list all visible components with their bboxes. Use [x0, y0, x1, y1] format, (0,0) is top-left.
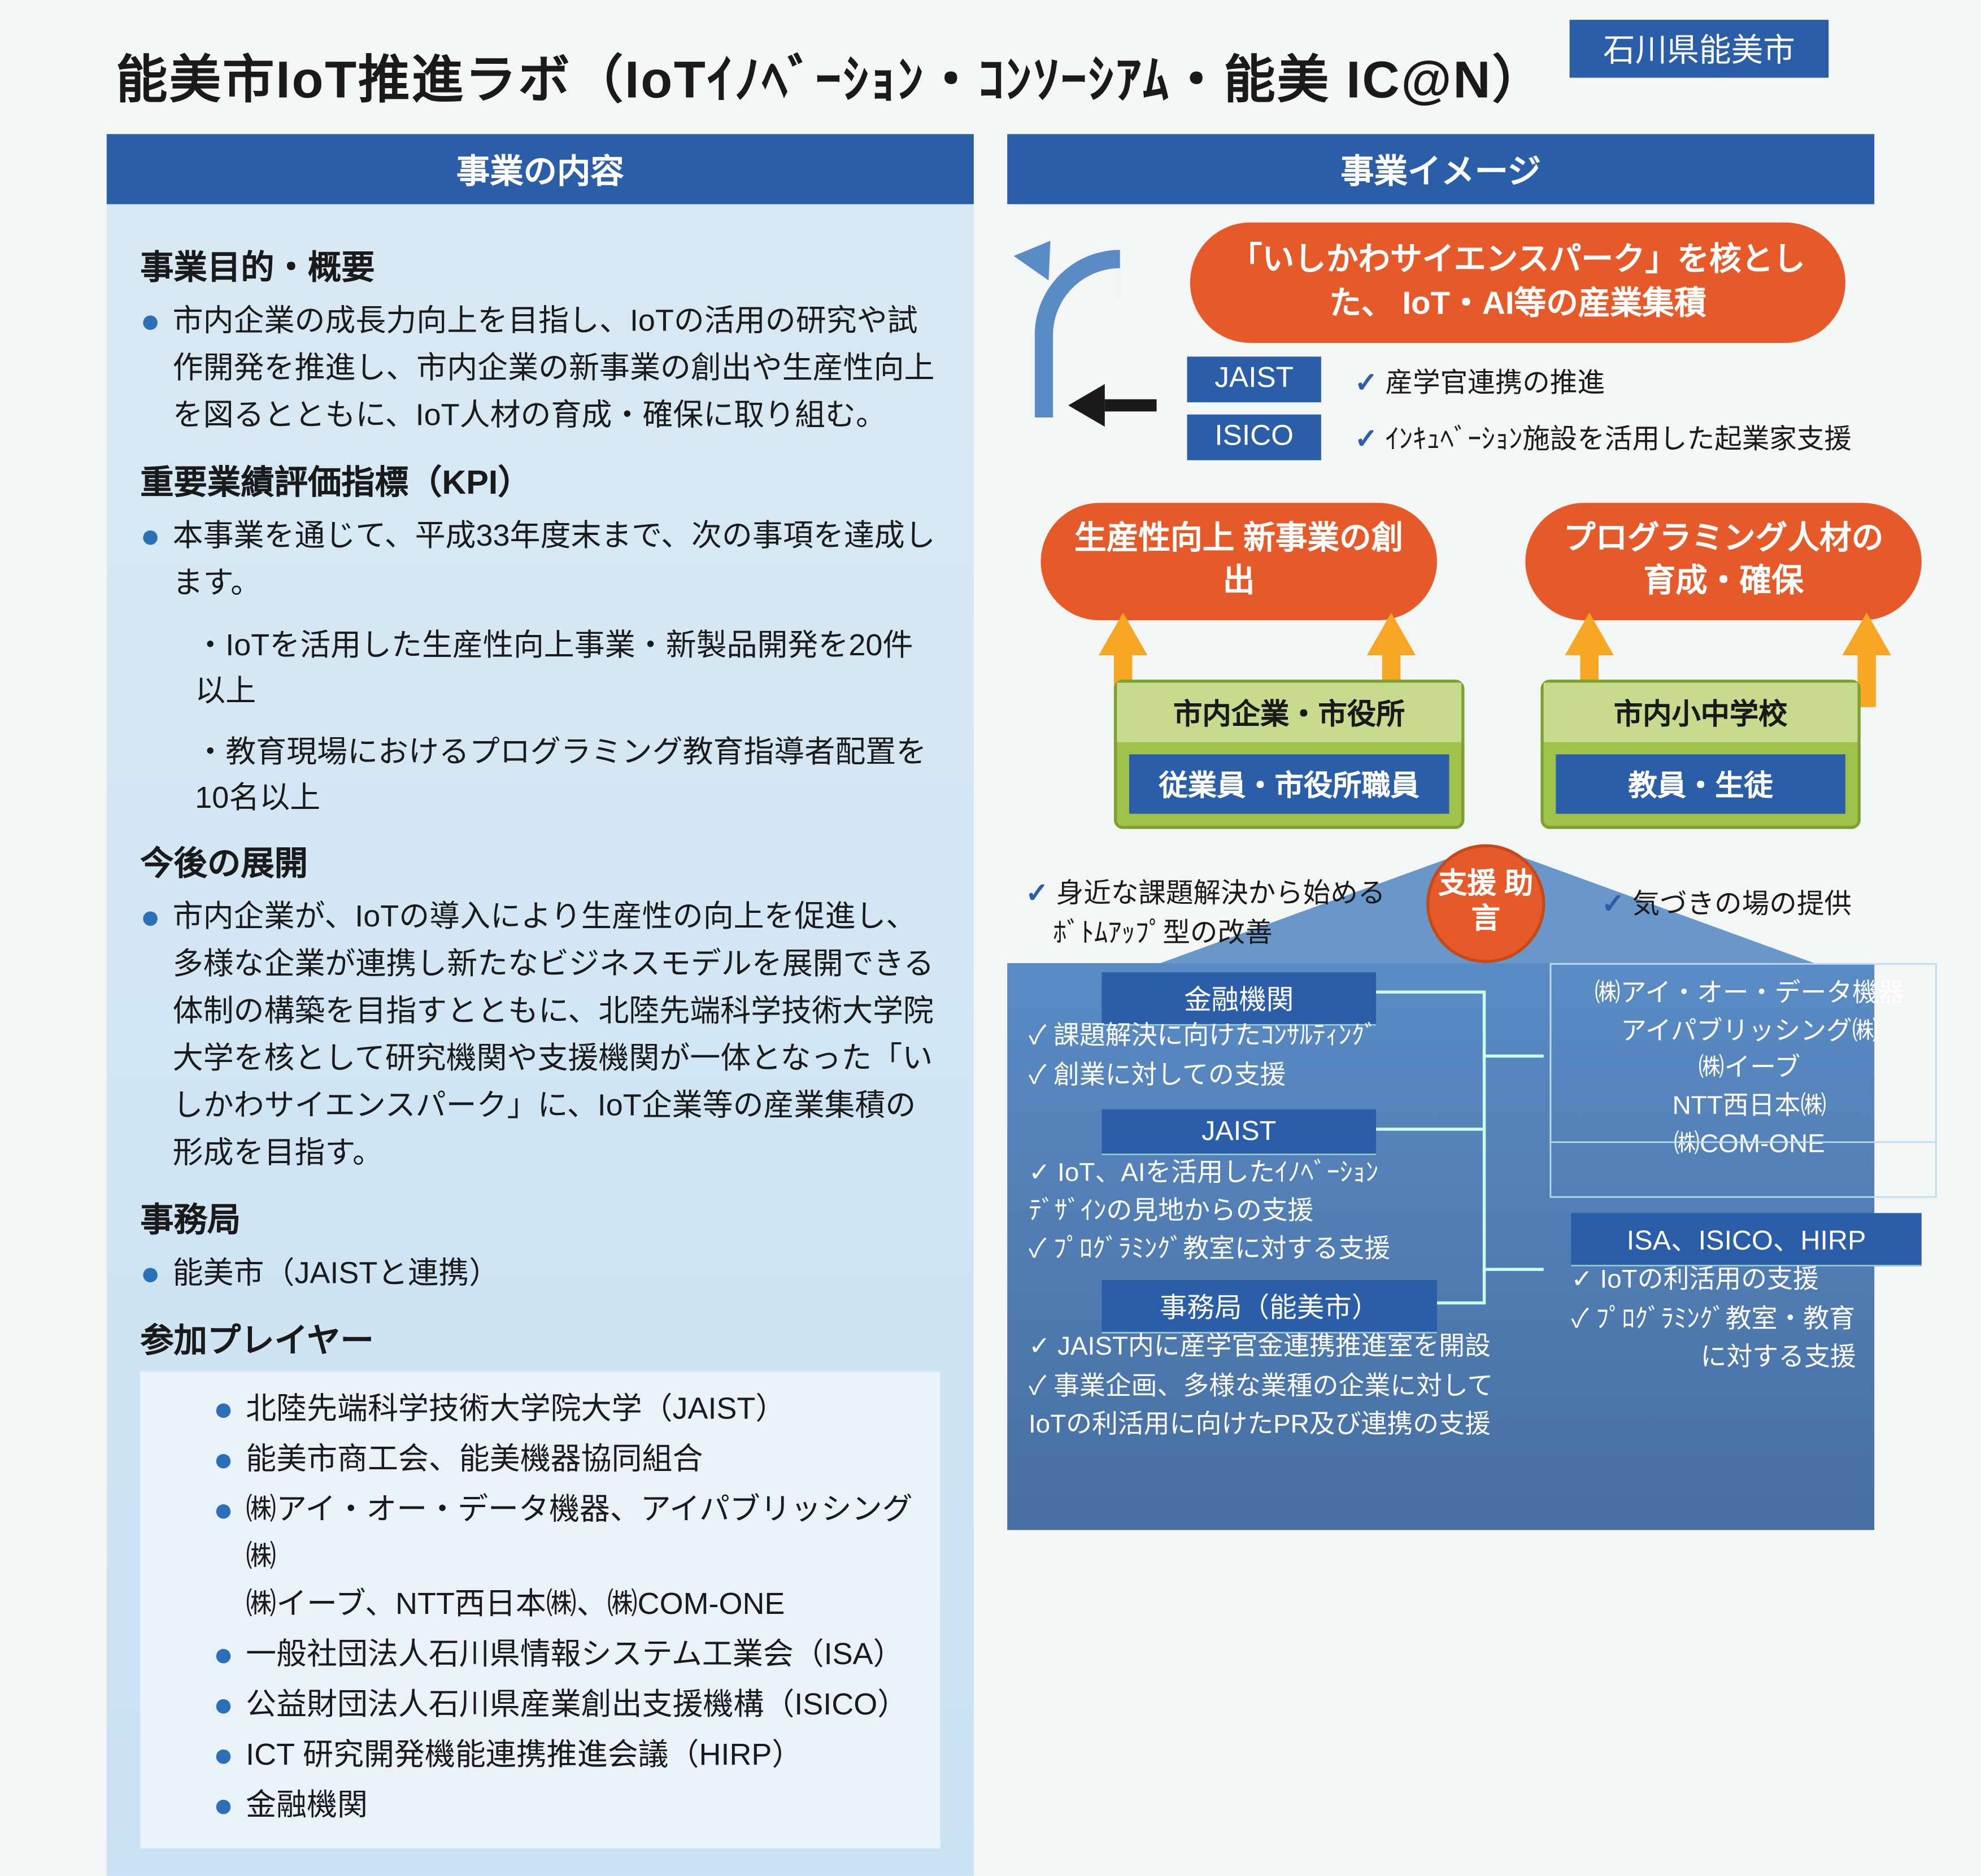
left-header: 事業の内容 [107, 134, 974, 204]
sec2-text: 本事業を通じて、平成33年度末まで、次の事項を達成します。 [173, 513, 941, 608]
target-1: 市内企業・市役所 従業員・市役所職員 [1114, 680, 1464, 829]
office-header: 事務局（能美市） [1101, 1280, 1436, 1333]
sec4-heading: 事務局 [140, 1193, 940, 1242]
target-2-head: 市内小中学校 [1544, 683, 1858, 742]
arrow-up-icon [1099, 612, 1147, 655]
left-column: 事業の内容 事業目的・概要 ●市内企業の成長力向上を目指し、IoTの活用の研究や… [107, 134, 974, 1875]
isa-2: ﾌﾟﾛｸﾞﾗﾐﾝｸﾞ教室・教育 に対する支援 [1571, 1304, 1856, 1371]
header: 石川県能美市 能美市IoT推進ラボ（IoTｲﾉﾍﾞｰｼｮﾝ・ｺﾝｿｰｼｱﾑ・能美… [107, 38, 1874, 112]
arrow-up-icon [1565, 612, 1614, 655]
player-item: ●金融機関 [214, 1783, 925, 1830]
connector [1483, 1268, 1544, 1270]
sec1-heading: 事業目的・概要 [140, 241, 940, 289]
player-item: ●能美市商工会、能美機器協同組合 [214, 1437, 925, 1485]
sec3-text: 市内企業が、IoTの導入により生産性の向上を促進し、多様な企業が連携し新たなビジ… [173, 895, 941, 1178]
connector [1483, 991, 1486, 1305]
check-2: ｲﾝｷｭﾍﾞｰｼｮﾝ施設を活用した起業家支援 [1355, 417, 1852, 457]
isa-1: IoTの利活用の支援 [1571, 1265, 1818, 1294]
bottom-check-right: 気づきの場の提供 [1601, 882, 1852, 922]
players-box: ●北陸先端科学技術大学院大学（JAIST）●能美市商工会、能美機器協同組合●㈱ア… [140, 1372, 940, 1848]
arrow-up-icon [1367, 612, 1416, 655]
connector [1376, 991, 1483, 994]
jaist-chip: JAIST [1187, 356, 1321, 402]
right-column: 事業イメージ 「いしかわサイエンスパーク」を核とした、 IoT・AI等の産業集積… [1007, 134, 1874, 1875]
sec3-bullet: ●市内企業が、IoTの導入により生産性の向上を促進し、多様な企業が連携し新たなビ… [140, 895, 940, 1178]
target-1-sub: 従業員・市役所職員 [1129, 754, 1449, 813]
ja-2: ﾌﾟﾛｸﾞﾗﾐﾝｸﾞ教室に対する支援 [1029, 1234, 1390, 1263]
bottom-check-left: 身近な課題解決から始める ﾎﾞﾄﾑｱｯﾌﾟ型の改善 [1026, 872, 1386, 951]
of-1: JAIST内に産学官金連携推進室を開設 [1029, 1332, 1491, 1361]
left-body: 事業目的・概要 ●市内企業の成長力向上を目指し、IoTの活用の研究や試作開発を推… [107, 204, 974, 1875]
sec5-heading: 参加プレイヤー [140, 1313, 940, 1362]
connector [1483, 1055, 1544, 1057]
sec2-sub2: ・教育現場におけるプログラミング教育指導者配置を10名以上 [195, 730, 940, 821]
sec2-bullet: ●本事業を通じて、平成33年度末まで、次の事項を達成します。 [140, 513, 940, 608]
ja-1: IoT、AIを活用したｲﾉﾍﾞｰｼｮﾝ ﾃﾞｻﾞｲﾝの見地からの支援 [1029, 1158, 1378, 1225]
check-1: 産学官連携の推進 [1355, 361, 1605, 401]
diagram: 「いしかわサイエンスパーク」を核とした、 IoT・AI等の産業集積 JAIST … [1007, 204, 1874, 1530]
fin-1: 課題解決に向けたｺﾝｻﾙﾃｨﾝｸﾞ [1029, 1021, 1377, 1050]
right-header: 事業イメージ [1007, 134, 1874, 204]
player-item: ●公益財団法人石川県産業創出支援機構（ISICO） [214, 1682, 925, 1730]
connector [1376, 1128, 1483, 1130]
pillar-1: 生産性向上 新事業の創出 [1041, 503, 1437, 620]
vision-box: 「いしかわサイエンスパーク」を核とした、 IoT・AI等の産業集積 [1190, 223, 1845, 343]
player-item: ●一般社団法人石川県情報システム工業会（ISA） [214, 1632, 925, 1679]
player-item: ●㈱アイ・オー・データ機器、アイパブリッシング㈱ ㈱イーブ、NTT西日本㈱、㈱C… [214, 1487, 925, 1629]
pillar-2: プログラミング人材の 育成・確保 [1525, 503, 1921, 620]
target-2: 市内小中学校 教員・生徒 [1540, 680, 1861, 829]
sec2-heading: 重要業績評価指標（KPI） [140, 456, 940, 504]
arrow-up-icon [1843, 612, 1891, 655]
of-2: 事業企画、多様な業種の企業に対して IoTの利活用に向けたPR及び連携の支援 [1029, 1372, 1493, 1438]
isa-header: ISA、ISICO、HIRP [1571, 1213, 1921, 1266]
fin-2: 創業に対しての支援 [1029, 1061, 1286, 1090]
bottom-panel: 金融機関 課題解決に向けたｺﾝｻﾙﾃｨﾝｸﾞ 創業に対しての支援 JAIST I… [1007, 963, 1874, 1530]
sec3-heading: 今後の展開 [140, 837, 940, 885]
player-item: ●北陸先端科学技術大学院大学（JAIST） [214, 1387, 925, 1434]
sec4-bullet: ●能美市（JAISTと連携） [140, 1251, 940, 1299]
sec1-bullet: ●市内企業の成長力向上を目指し、IoTの活用の研究や試作開発を推進し、市内企業の… [140, 299, 940, 441]
connector [1437, 1302, 1483, 1304]
arrow-left-icon [1068, 384, 1105, 427]
sec4-text: 能美市（JAISTと連携） [173, 1251, 500, 1299]
target-2-sub: 教員・生徒 [1556, 754, 1845, 813]
support-circle: 支援 助言 [1426, 845, 1545, 963]
target-1-head: 市内企業・市役所 [1117, 683, 1461, 742]
jaist-header: JAIST [1101, 1109, 1376, 1155]
isa-box-border [1550, 963, 1937, 1143]
location-tag: 石川県能美市 [1570, 20, 1829, 78]
isico-chip: ISICO [1187, 415, 1321, 460]
sec2-sub1: ・IoTを活用した生産性向上事業・新製品開発を20件以上 [195, 623, 940, 715]
player-item: ●ICT 研究開発機能連携推進会議（HIRP） [214, 1733, 925, 1780]
sec1-text: 市内企業の成長力向上を目指し、IoTの活用の研究や試作開発を推進し、市内企業の新… [173, 299, 941, 441]
